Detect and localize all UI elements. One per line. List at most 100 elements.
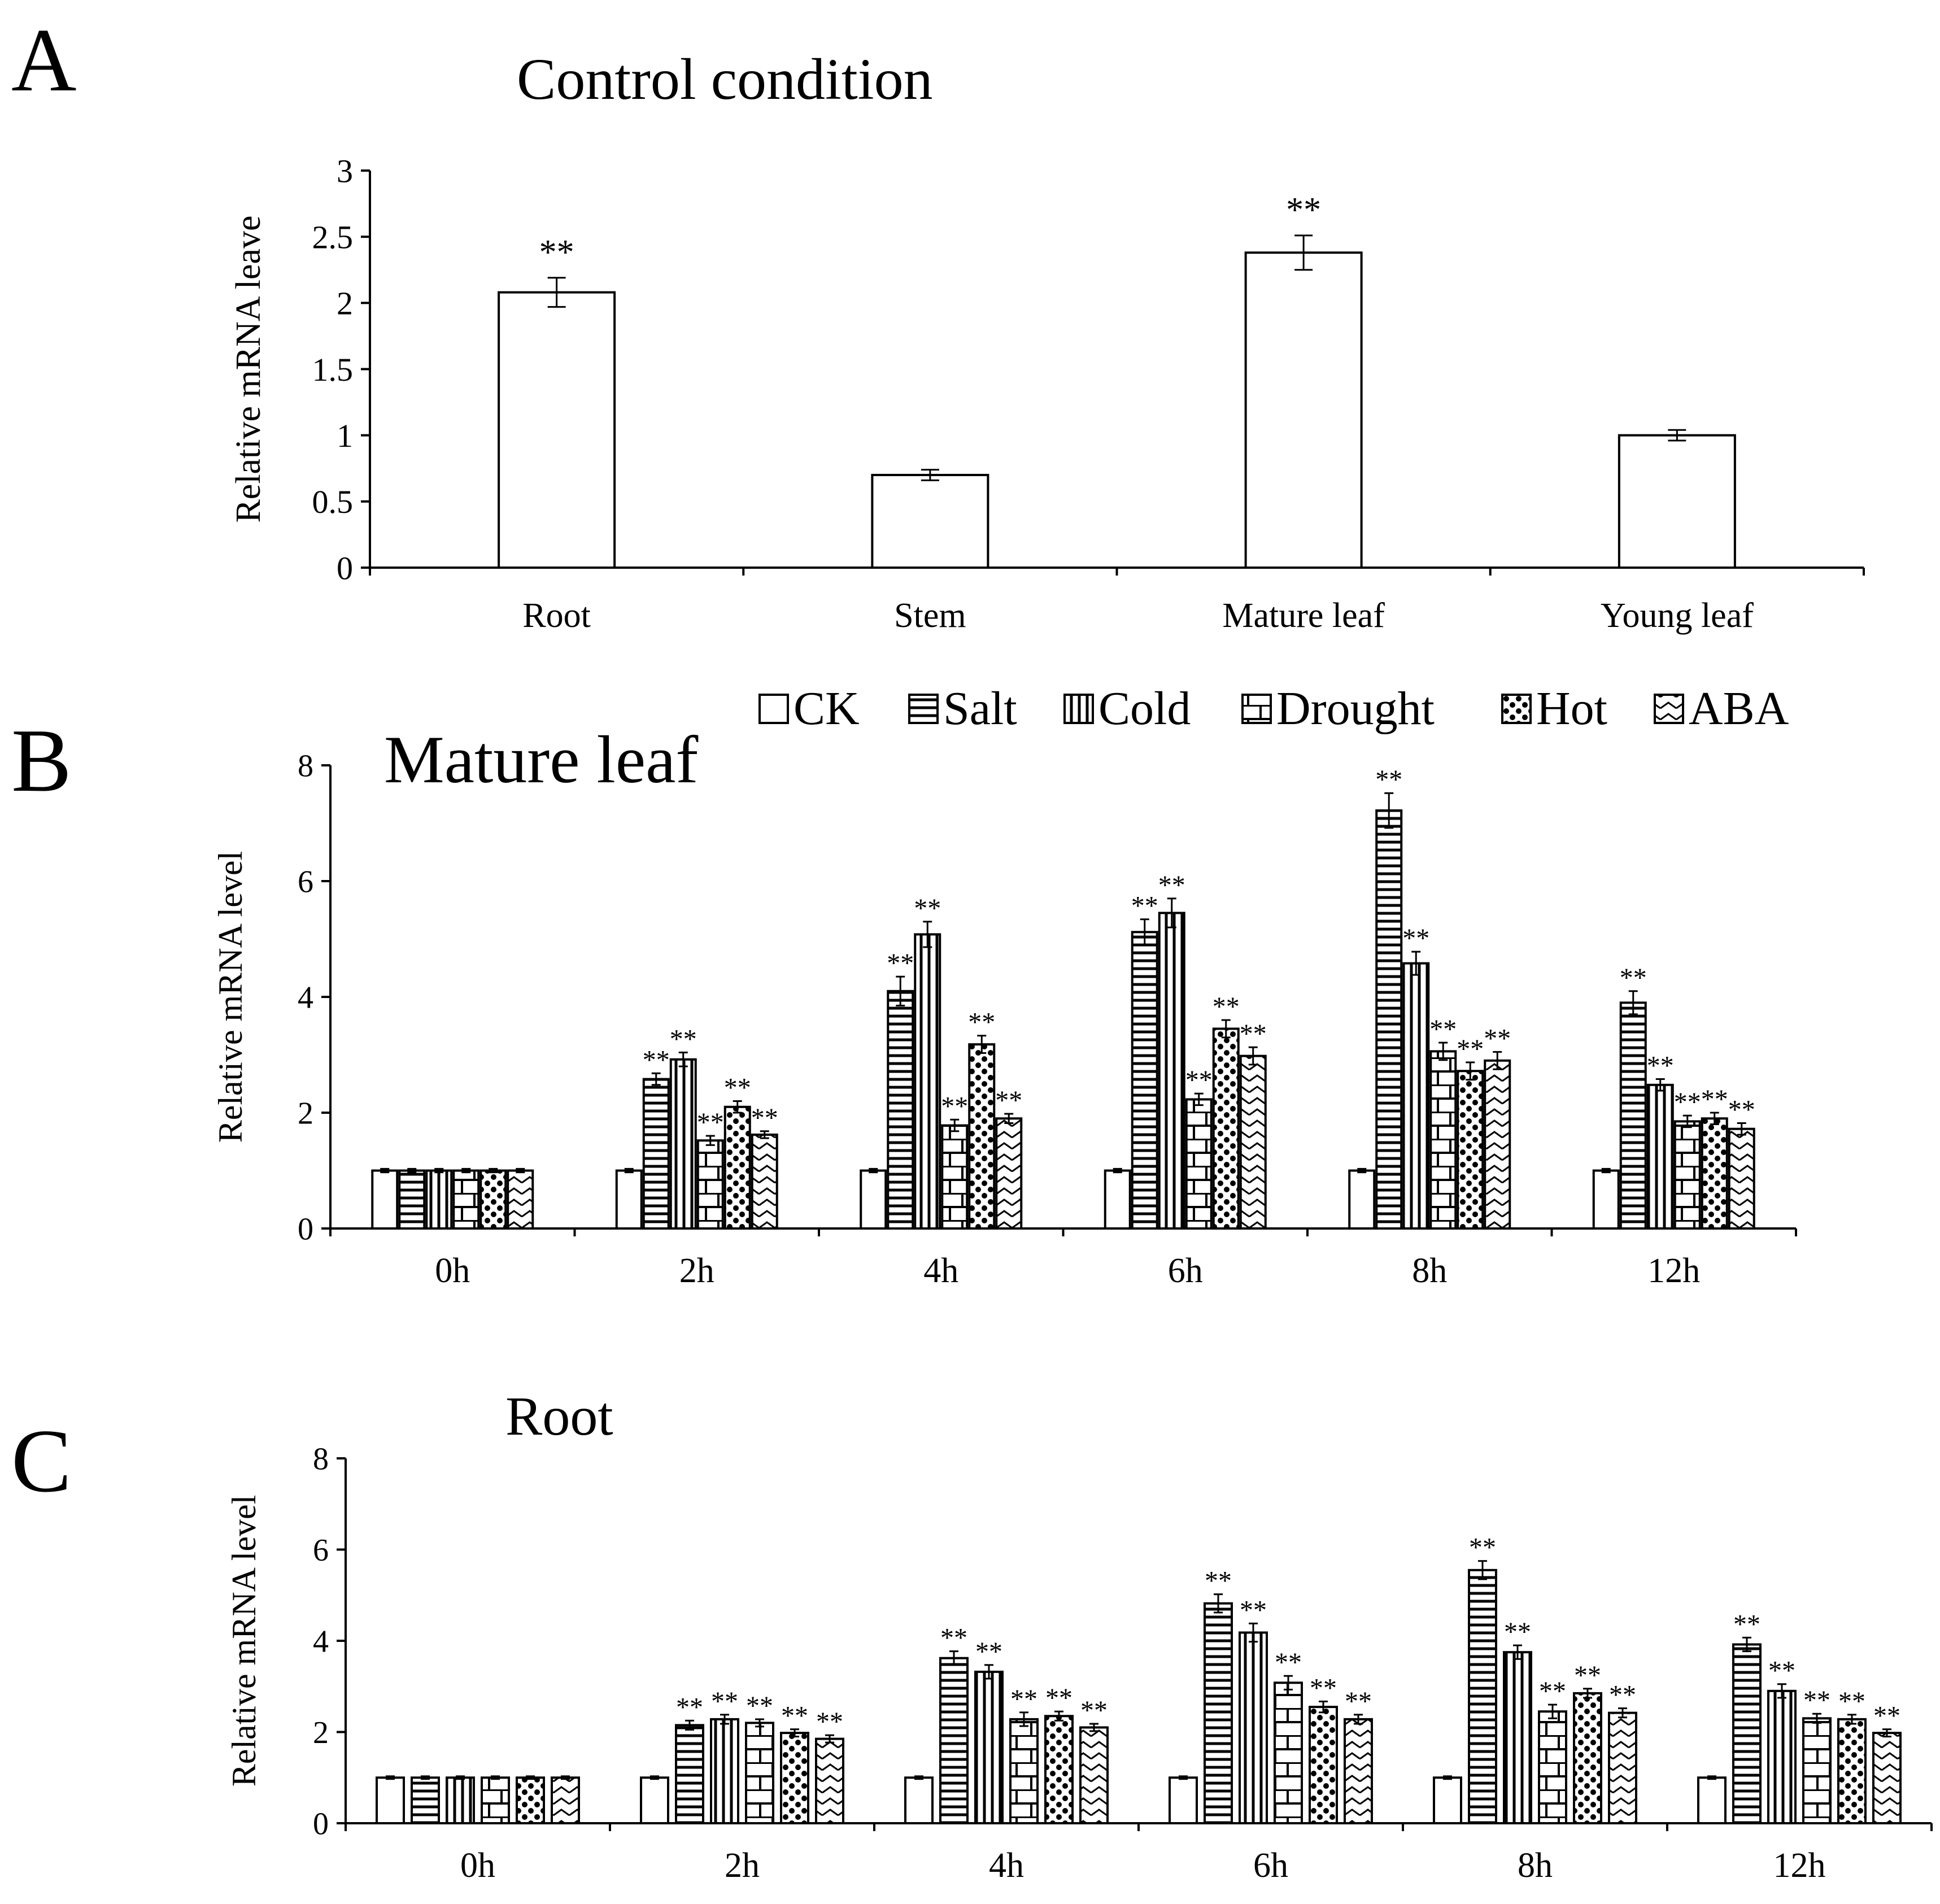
panel-b-bar-12h-drought bbox=[1673, 1120, 1701, 1230]
legend-label-cold: Cold bbox=[1098, 682, 1191, 735]
panel-b-bar-4h-salt-significance: ** bbox=[887, 948, 914, 978]
panel-b-bar-8h-ck bbox=[1348, 1169, 1376, 1230]
panel-b-bar-6h-salt bbox=[1131, 931, 1158, 1230]
panel-c-bar-2h-aba-significance: ** bbox=[816, 1707, 843, 1737]
panel-a-y-tick-label: 0 bbox=[337, 550, 353, 586]
panel-c-bar-12h-hot-significance: ** bbox=[1838, 1687, 1865, 1716]
legend: CK Salt Cold Drought Hot ABA bbox=[758, 682, 1789, 735]
panel-a-y-tick-label: 3 bbox=[337, 153, 353, 189]
panel-b-bar-4h-hot-significance: ** bbox=[968, 1008, 995, 1038]
panel-c-bar-6h-hot bbox=[1309, 1706, 1338, 1824]
legend-swatch-drought bbox=[1241, 694, 1272, 724]
panel-b-bar-0h-hot bbox=[479, 1169, 507, 1230]
panel-b-bar-12h-drought-significance: ** bbox=[1674, 1087, 1701, 1117]
panel-a-y-tick-label: 1.5 bbox=[312, 351, 354, 388]
panel-b-bar-2h-ck bbox=[615, 1169, 643, 1230]
panel-a-chart: 0 0.5 1 1.5 2 2.5 3 Root Stem Mature leaf Young le… bbox=[229, 153, 1865, 635]
panel-a-y-tick-label: 0.5 bbox=[312, 483, 354, 520]
panel-a-bar-stem bbox=[871, 473, 989, 569]
panel-a-bar-root bbox=[498, 291, 616, 569]
panel-b-y-tick-label: 0 bbox=[298, 1212, 313, 1247]
panel-c-y-tick-label: 6 bbox=[313, 1533, 329, 1568]
panel-b-y-tick-label: 2 bbox=[298, 1096, 313, 1131]
panel-c-bar-6h-hot-significance: ** bbox=[1310, 1673, 1337, 1703]
panel-c-bar-12h-aba bbox=[1872, 1732, 1902, 1824]
panel-b-bar-4h-drought-significance: ** bbox=[941, 1091, 968, 1121]
panel-c-bar-2h-aba bbox=[815, 1737, 844, 1825]
legend-swatch-cold bbox=[1063, 694, 1094, 724]
panel-c-bar-6h-aba bbox=[1344, 1718, 1373, 1824]
panel-c-x-tick-label-8h: 8h bbox=[1518, 1846, 1553, 1885]
panel-letter-b: B bbox=[11, 710, 72, 811]
panel-b-bar-12h-ck bbox=[1592, 1169, 1620, 1230]
panel-c-bar-2h-cold bbox=[710, 1718, 739, 1824]
panel-b-bar-8h-cold-significance: ** bbox=[1402, 923, 1429, 953]
panel-b-bar-8h-drought-significance: ** bbox=[1429, 1014, 1457, 1044]
panel-c-bar-0h-cold bbox=[446, 1776, 475, 1824]
panel-b-x-tick-label-4h: 4h bbox=[923, 1252, 958, 1290]
panel-b-x-tick-label-6h: 6h bbox=[1168, 1252, 1203, 1290]
legend-swatch-hot bbox=[1501, 694, 1532, 724]
panel-c-bar-8h-hot-significance: ** bbox=[1574, 1661, 1601, 1690]
panel-c-bar-0h-hot bbox=[516, 1776, 545, 1824]
panel-b-bar-8h-aba-significance: ** bbox=[1484, 1023, 1511, 1053]
panel-a-y-tick-label: 2 bbox=[337, 285, 353, 322]
panel-c-bar-4h-drought bbox=[1009, 1718, 1039, 1824]
panel-c-bar-6h-cold bbox=[1239, 1631, 1268, 1825]
panel-b-bar-12h-salt-significance: ** bbox=[1620, 963, 1647, 993]
panel-c-bar-2h-salt-significance: ** bbox=[676, 1692, 703, 1722]
panel-c-bar-2h-hot-significance: ** bbox=[781, 1701, 808, 1731]
panel-c-bar-6h-salt bbox=[1204, 1602, 1233, 1824]
panel-b-bar-2h-salt bbox=[642, 1078, 670, 1230]
panel-b-y-axis-label: Relative mRNA level bbox=[212, 851, 249, 1143]
panel-c-bar-2h-drought bbox=[745, 1722, 774, 1825]
panel-letter-c: C bbox=[11, 1410, 72, 1511]
panel-c-bar-12h-drought bbox=[1802, 1717, 1832, 1824]
panel-c-x-tick-label-0h: 0h bbox=[460, 1846, 495, 1885]
panel-b-bar-6h-cold-significance: ** bbox=[1158, 870, 1185, 900]
panel-c-title: Root bbox=[505, 1386, 613, 1447]
panel-b-bar-4h-cold-significance: ** bbox=[914, 894, 941, 923]
panel-c-bar-4h-drought-significance: ** bbox=[1010, 1684, 1037, 1714]
panel-a-title: Control condition bbox=[517, 47, 933, 112]
panel-b-bar-6h-aba bbox=[1239, 1055, 1267, 1230]
panel-b-y-tick-label: 8 bbox=[298, 749, 313, 784]
panel-c-y-tick-label: 8 bbox=[313, 1442, 329, 1477]
panel-c-chart: 0 2 4 6 8 0h 2h 4h 6h 8h 12h Relative mRNA level ** *… bbox=[225, 1442, 1933, 1885]
panel-c-bar-4h-ck bbox=[904, 1776, 934, 1824]
panel-c-bar-8h-hot bbox=[1573, 1692, 1602, 1825]
panel-b-bar-8h-hot-significance: ** bbox=[1457, 1034, 1484, 1064]
legend-label-hot: Hot bbox=[1536, 682, 1607, 735]
panel-b-bar-8h-salt bbox=[1375, 809, 1403, 1230]
panel-c-bar-8h-drought bbox=[1538, 1710, 1567, 1825]
panel-c-y-axis-label: Relative mRNA level bbox=[225, 1495, 263, 1787]
panel-a-y-tick-label: 2.5 bbox=[312, 219, 354, 255]
panel-c-x-tick-label-12h: 12h bbox=[1773, 1846, 1826, 1885]
panel-letter-a: A bbox=[11, 10, 77, 110]
panel-c-bar-2h-hot bbox=[780, 1732, 809, 1824]
panel-c-bar-2h-drought-significance: ** bbox=[746, 1691, 773, 1721]
panel-b-bar-2h-salt-significance: ** bbox=[643, 1045, 670, 1075]
panel-c-bar-12h-aba-significance: ** bbox=[1873, 1701, 1900, 1731]
panel-b-bar-6h-hot bbox=[1212, 1027, 1240, 1230]
panel-c-bar-12h-cold bbox=[1767, 1689, 1797, 1824]
panel-b-bar-2h-drought-significance: ** bbox=[697, 1108, 724, 1138]
panel-b-bar-2h-aba bbox=[751, 1133, 778, 1230]
panel-b-bar-0h-salt bbox=[398, 1169, 426, 1230]
panel-b-bar-12h-cold bbox=[1646, 1083, 1674, 1230]
panel-c-bar-6h-salt-significance: ** bbox=[1205, 1566, 1232, 1596]
panel-c-bar-8h-ck bbox=[1433, 1776, 1462, 1824]
panel-b-x-tick-label-2h: 2h bbox=[679, 1252, 714, 1290]
panel-a-bar-young-leaf bbox=[1618, 434, 1736, 569]
panel-c-bar-4h-salt-significance: ** bbox=[940, 1623, 967, 1653]
panel-a-x-tick-label-young-leaf: Young leaf bbox=[1601, 596, 1754, 635]
legend-label-drought: Drought bbox=[1276, 682, 1435, 735]
panel-c-bar-2h-cold-significance: ** bbox=[711, 1687, 738, 1716]
panel-a-x-tick-label-stem: Stem bbox=[894, 596, 966, 635]
panel-c-bar-0h-ck bbox=[376, 1776, 405, 1824]
panel-b-bar-2h-aba-significance: ** bbox=[751, 1103, 778, 1133]
panel-a-x-tick-label-mature-leaf: Mature leaf bbox=[1222, 596, 1385, 635]
legend-label-ck: CK bbox=[794, 682, 860, 735]
panel-b-x-tick-label-0h: 0h bbox=[435, 1252, 470, 1290]
panel-c-bar-2h-ck bbox=[640, 1776, 669, 1824]
